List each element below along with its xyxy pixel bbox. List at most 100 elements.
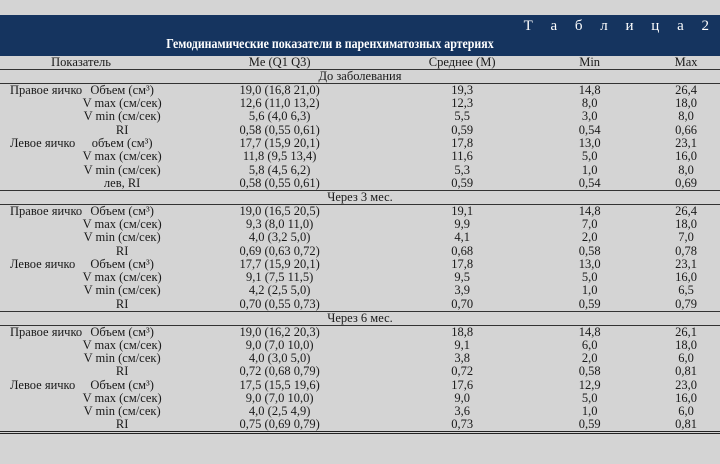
- max: 26,1: [675, 324, 697, 339]
- min: 14,8: [578, 324, 601, 339]
- median-q1-q3: 19,0 (16,8 21,0): [239, 83, 320, 97]
- mean: 18,8: [451, 324, 474, 339]
- median-q1-q3: 4,2 (2,5 5,0): [248, 283, 311, 298]
- median-q1-q3: 9,0 (7,0 10,0): [245, 337, 314, 352]
- indicator: Объем (см³): [90, 324, 154, 339]
- mean: 11,6: [451, 149, 473, 164]
- min: 0,59: [527, 297, 653, 312]
- indicator: Объем (см³): [90, 203, 154, 218]
- table-row: RI 0,72 (0,68 0,79) 0,72 0,58 0,81: [0, 365, 720, 378]
- indicator: V min (см/сек): [83, 230, 161, 245]
- max: 8,0: [678, 109, 694, 124]
- min: 3,0: [581, 109, 598, 124]
- max: 6,5: [678, 283, 694, 298]
- group-label: Левое яичко: [10, 377, 76, 392]
- group-label: [0, 244, 82, 257]
- table-row: V min (см/сек) 5,8 (4,5 6,2) 5,3 1,0 8,0: [0, 163, 720, 176]
- group-label: Правое яичко: [10, 203, 83, 218]
- table-row: V max (см/сек) 11,8 (9,5 13,4) 11,6 5,0 16,0: [0, 150, 720, 163]
- min: 5,0: [581, 390, 598, 405]
- col-header-indicator: Показатель: [0, 56, 163, 70]
- section-title: Через 6 мес.: [0, 311, 720, 326]
- max: 0,81: [675, 364, 697, 379]
- max: 26,4: [675, 203, 697, 218]
- max: 23,0: [675, 377, 697, 392]
- section-row: До заболевания: [0, 69, 720, 84]
- max: 0,81: [652, 418, 720, 435]
- median-q1-q3: 0,70 (0,55 0,73): [162, 297, 398, 312]
- table-row: RI 0,75 (0,69 0,79) 0,73 0,59 0,81: [0, 418, 720, 435]
- group-label: [0, 176, 83, 191]
- table-row: RI 0,69 (0,63 0,72) 0,68 0,58 0,78: [0, 244, 720, 257]
- max: 16,0: [675, 149, 697, 164]
- median-q1-q3: 19,0 (16,5 20,5): [239, 203, 320, 218]
- min: 2,0: [581, 230, 598, 245]
- mean: 9,5: [454, 270, 470, 285]
- median-q1-q3: 9,0 (7,0 10,0): [245, 390, 314, 405]
- median-q1-q3: 11,8 (9,5 13,4): [242, 149, 317, 164]
- min: 1,0: [581, 283, 598, 298]
- max: 23,1: [675, 256, 697, 271]
- indicator: V max (см/сек): [82, 390, 162, 405]
- mean: 19,1: [451, 203, 474, 218]
- mean: 0,59: [397, 177, 528, 191]
- hemodynamics-table: Показатель Me (Q1 Q3) Среднее (M) Min Ma…: [0, 56, 720, 435]
- group-label: [0, 284, 82, 297]
- indicator: RI: [82, 418, 163, 435]
- group-label: [0, 271, 82, 284]
- median-q1-q3: 0,72 (0,68 0,79): [239, 364, 320, 379]
- table-row: Правое яичко Объем (см³) 19,0 (16,8 21,0) 1…: [0, 84, 720, 98]
- mean: 3,8: [454, 351, 470, 365]
- min: 5,0: [581, 270, 598, 285]
- mean: 17,8: [451, 256, 474, 271]
- median-q1-q3: 0,69 (0,63 0,72): [239, 243, 320, 258]
- indicator: V max (см/сек): [82, 216, 162, 231]
- indicator: V min (см/сек): [83, 109, 161, 124]
- min: 13,0: [578, 256, 601, 271]
- median-q1-q3: 12,6 (11,0 13,2): [239, 96, 320, 111]
- table-row: V max (см/сек) 12,6 (11,0 13,2) 12,3 8,0 18,…: [0, 96, 720, 111]
- min: 0,54: [527, 177, 653, 191]
- indicator: V min (см/сек): [83, 351, 161, 365]
- group-label: [0, 150, 82, 163]
- mean: 19,3: [451, 83, 474, 97]
- max: 0,69: [652, 177, 720, 191]
- section-row: Через 3 мес.: [0, 190, 720, 205]
- group-label: Левое яичко: [10, 256, 76, 271]
- mean: 12,3: [451, 96, 474, 111]
- table-row: лев, RI 0,58 (0,55 0,61) 0,59 0,54 0,69: [0, 177, 720, 191]
- mean: 17,6: [451, 377, 474, 392]
- mean: 0,59: [451, 122, 474, 137]
- max: 18,0: [675, 337, 697, 352]
- max: 6,0: [678, 351, 694, 365]
- median-q1-q3: 5,8 (4,5 6,2): [248, 162, 311, 177]
- mean: 3,6: [454, 404, 470, 419]
- indicator: V min (см/сек): [83, 283, 161, 298]
- median-q1-q3: 4,0 (3,0 5,0): [248, 351, 311, 365]
- min: 13,0: [578, 136, 601, 151]
- group-label: [0, 392, 82, 405]
- max: 16,0: [675, 390, 697, 405]
- median-q1-q3: 17,7 (15,9 20,1): [239, 136, 320, 151]
- table-row: V min (см/сек) 4,0 (3,2 5,0) 4,1 2,0 7,0: [0, 231, 720, 244]
- mean: 0,70: [397, 297, 528, 312]
- table-row: Левое яичко Объем (см³) 17,5 (15,5 19,6) 17…: [0, 378, 720, 391]
- median-q1-q3: 5,6 (4,0 6,3): [248, 109, 311, 124]
- max: 0,78: [675, 243, 697, 258]
- section-row: Через 6 мес.: [0, 311, 720, 326]
- indicator: V max (см/сек): [82, 270, 162, 285]
- table-header-band: Т а б л и ц а 2 Гемодинамические показат…: [0, 15, 720, 56]
- min: 14,8: [578, 203, 601, 218]
- table-number: Т а б л и ц а 2: [523, 18, 716, 34]
- table-row: V min (см/сек) 4,0 (2,5 4,9) 3,6 1,0 6,0: [0, 405, 720, 418]
- mean: 5,3: [454, 162, 470, 177]
- group-label: Левое яичко: [10, 136, 76, 151]
- table-row: V min (см/сек) 5,6 (4,0 6,3) 5,5 3,0 8,0: [0, 110, 720, 123]
- indicator: RI: [115, 243, 129, 258]
- min: 12,9: [578, 377, 601, 392]
- min: 5,0: [581, 149, 598, 164]
- indicator: Объем (см³): [90, 256, 154, 271]
- table-title: Гемодинамические показатели в паренхимат…: [166, 37, 494, 52]
- table-row: RI 0,70 (0,55 0,73) 0,70 0,59 0,79: [0, 297, 720, 312]
- table-row: Правое яичко Объем (см³) 19,0 (16,5 20,5) 1…: [0, 204, 720, 218]
